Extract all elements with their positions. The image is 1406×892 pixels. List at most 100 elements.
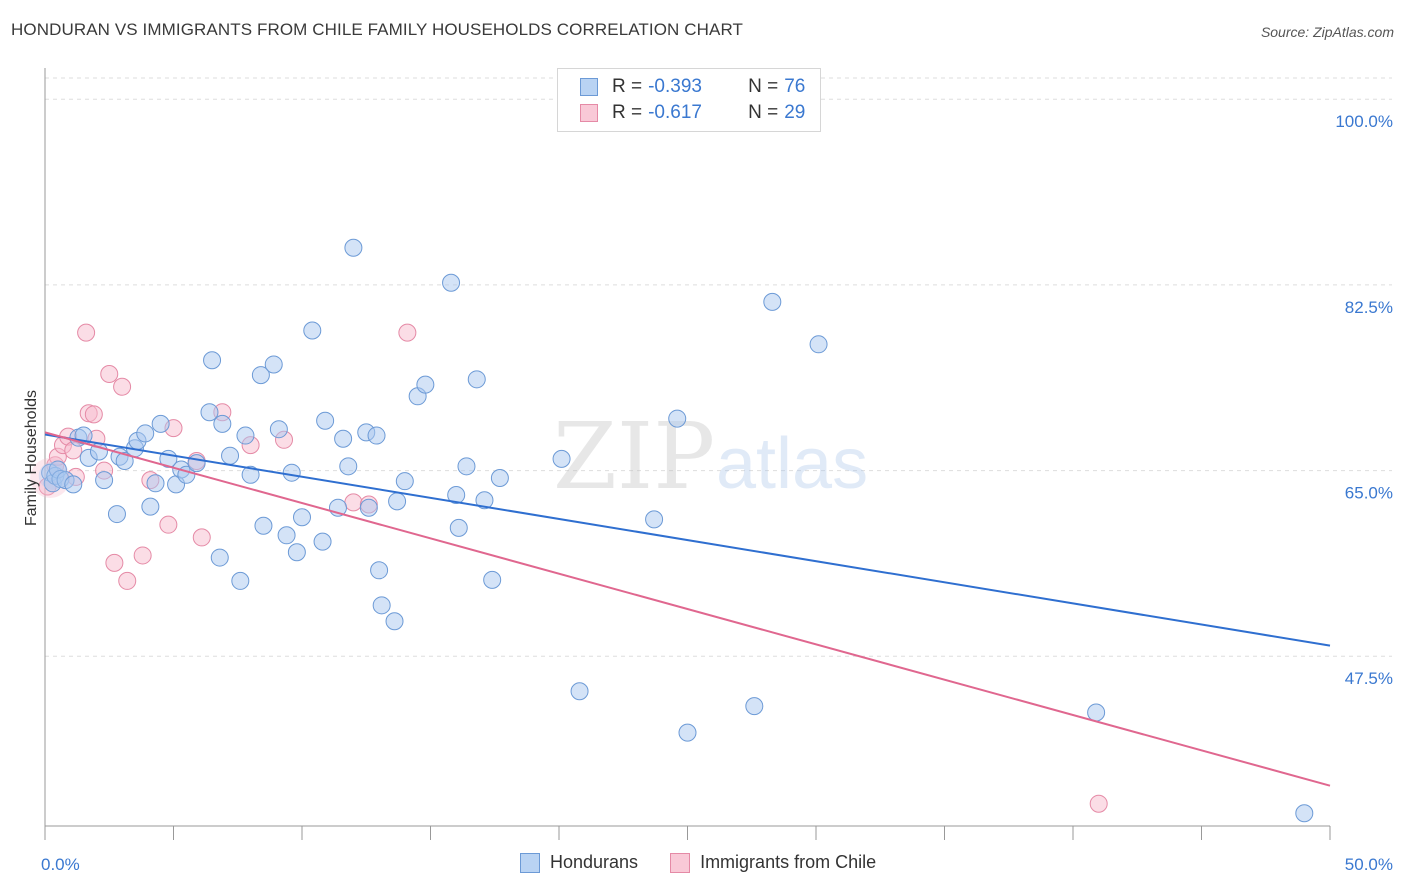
data-point-blue [236, 426, 255, 445]
x-tick-label: 0.0% [41, 855, 80, 874]
data-point-blue [442, 273, 461, 292]
data-point-blue [264, 355, 283, 374]
data-point-pink [118, 571, 137, 590]
data-point-pink [113, 377, 132, 396]
data-point-blue [107, 505, 126, 524]
data-point-blue [763, 292, 782, 311]
trend-lines [44, 431, 1331, 787]
legend-swatch-pink [670, 852, 691, 873]
data-point-blue [293, 508, 311, 527]
data-point-blue [416, 375, 435, 394]
watermark-atlas: atlas [716, 424, 868, 504]
data-point-blue [254, 516, 273, 535]
data-point-blue [95, 471, 114, 490]
legend-r-value: -0.393 [648, 76, 702, 97]
data-point-pink [84, 405, 103, 424]
data-point-blue [668, 409, 687, 428]
data-point-blue [287, 543, 306, 562]
data-point-blue [678, 723, 697, 742]
legend-n-value: 29 [784, 102, 806, 123]
data-point-blue [475, 491, 494, 510]
data-point-blue [570, 682, 589, 701]
data-point-blue [200, 403, 219, 422]
data-point-blue [339, 457, 358, 476]
trend-line-blue [44, 433, 1331, 647]
legend-r-label: R = [612, 102, 643, 123]
legend-row-hondurans: R = -0.393 N = 76 [580, 75, 805, 99]
data-point-pink [77, 323, 96, 342]
legend-item-chile[interactable]: Immigrants from Chile [670, 852, 876, 873]
watermark: ZIP atlas [553, 403, 868, 510]
data-point-blue [385, 612, 404, 631]
y-tick-label: 82.5% [1345, 298, 1393, 317]
data-point-blue [467, 370, 486, 389]
data-point-pink [1089, 794, 1108, 813]
data-point-blue [251, 366, 270, 385]
data-point-blue [490, 468, 509, 487]
legend-label-hondurans: Hondurans [550, 852, 639, 872]
y-axis-label: Family Households [23, 390, 40, 526]
data-point-blue [344, 238, 363, 257]
watermark-zip: ZIP [553, 403, 715, 510]
data-point-pink [344, 493, 363, 512]
data-point-blue [64, 475, 83, 494]
data-point-pink [398, 323, 417, 342]
data-point-blue [395, 472, 414, 491]
y-tick-label: 100.0% [1335, 112, 1393, 131]
data-point-blue [203, 351, 222, 370]
legend-r-value: -0.617 [648, 102, 702, 123]
legend-r-label: R = [612, 76, 643, 97]
legend-n-label: N = [748, 102, 779, 123]
data-point-blue [388, 492, 407, 511]
legend-swatch-blue [520, 852, 540, 873]
chart-title: HONDURAN VS IMMIGRANTS FROM CHILE FAMILY… [11, 20, 744, 39]
data-point-blue [1295, 804, 1314, 823]
data-point-blue [370, 561, 389, 580]
data-point-blue [115, 452, 134, 471]
cluster-point-blue [38, 461, 67, 490]
data-point-pink [192, 528, 211, 547]
data-point-blue [447, 485, 466, 504]
data-point-blue [316, 411, 335, 430]
data-point-blue [213, 414, 232, 433]
legend-swatch-pink [580, 104, 598, 122]
data-point-blue [146, 474, 165, 493]
data-point-blue [457, 457, 476, 476]
y-tick-label: 65.0% [1345, 484, 1393, 503]
data-point-blue [136, 424, 155, 443]
data-point-pink [133, 546, 152, 565]
data-point-blue [241, 465, 260, 484]
data-point-blue [645, 510, 664, 529]
data-point-blue [809, 335, 828, 354]
data-point-blue [359, 498, 378, 517]
x-tick-label: 50.0% [1345, 855, 1393, 874]
data-point-pink [159, 515, 178, 534]
axes [44, 68, 1331, 840]
data-point-blue [449, 518, 468, 537]
trend-line-pink [44, 431, 1331, 787]
gridlines [45, 77, 1392, 657]
legend-n-value: 76 [784, 76, 806, 97]
source-label: Source: ZipAtlas.com [1260, 24, 1394, 40]
data-point-blue [282, 463, 301, 482]
data-point-blue [151, 414, 170, 433]
legend-swatch-blue [580, 78, 598, 96]
data-point-blue [221, 446, 240, 465]
stats-legend: R = -0.393 N = 76 R = -0.617 N = 29 [557, 68, 821, 132]
legend-label-chile: Immigrants from Chile [700, 852, 877, 872]
data-point-blue [367, 426, 386, 445]
series-legend: Hondurans Immigrants from Chile [520, 852, 908, 873]
data-point-blue [483, 570, 502, 589]
tick-labels: 100.0% 82.5% 65.0% 47.5% 0.0% 50.0% [41, 112, 1393, 874]
data-point-pink [100, 365, 119, 384]
legend-item-hondurans[interactable]: Hondurans [520, 852, 638, 873]
data-point-blue [210, 548, 229, 567]
data-point-blue [303, 321, 322, 340]
data-point-blue [277, 526, 296, 545]
series-chile-points [30, 323, 1108, 813]
legend-row-chile: R = -0.617 N = 29 [580, 101, 805, 125]
data-point-blue [231, 571, 250, 590]
series-hondurans-points [38, 238, 1314, 823]
data-point-blue [187, 454, 206, 473]
